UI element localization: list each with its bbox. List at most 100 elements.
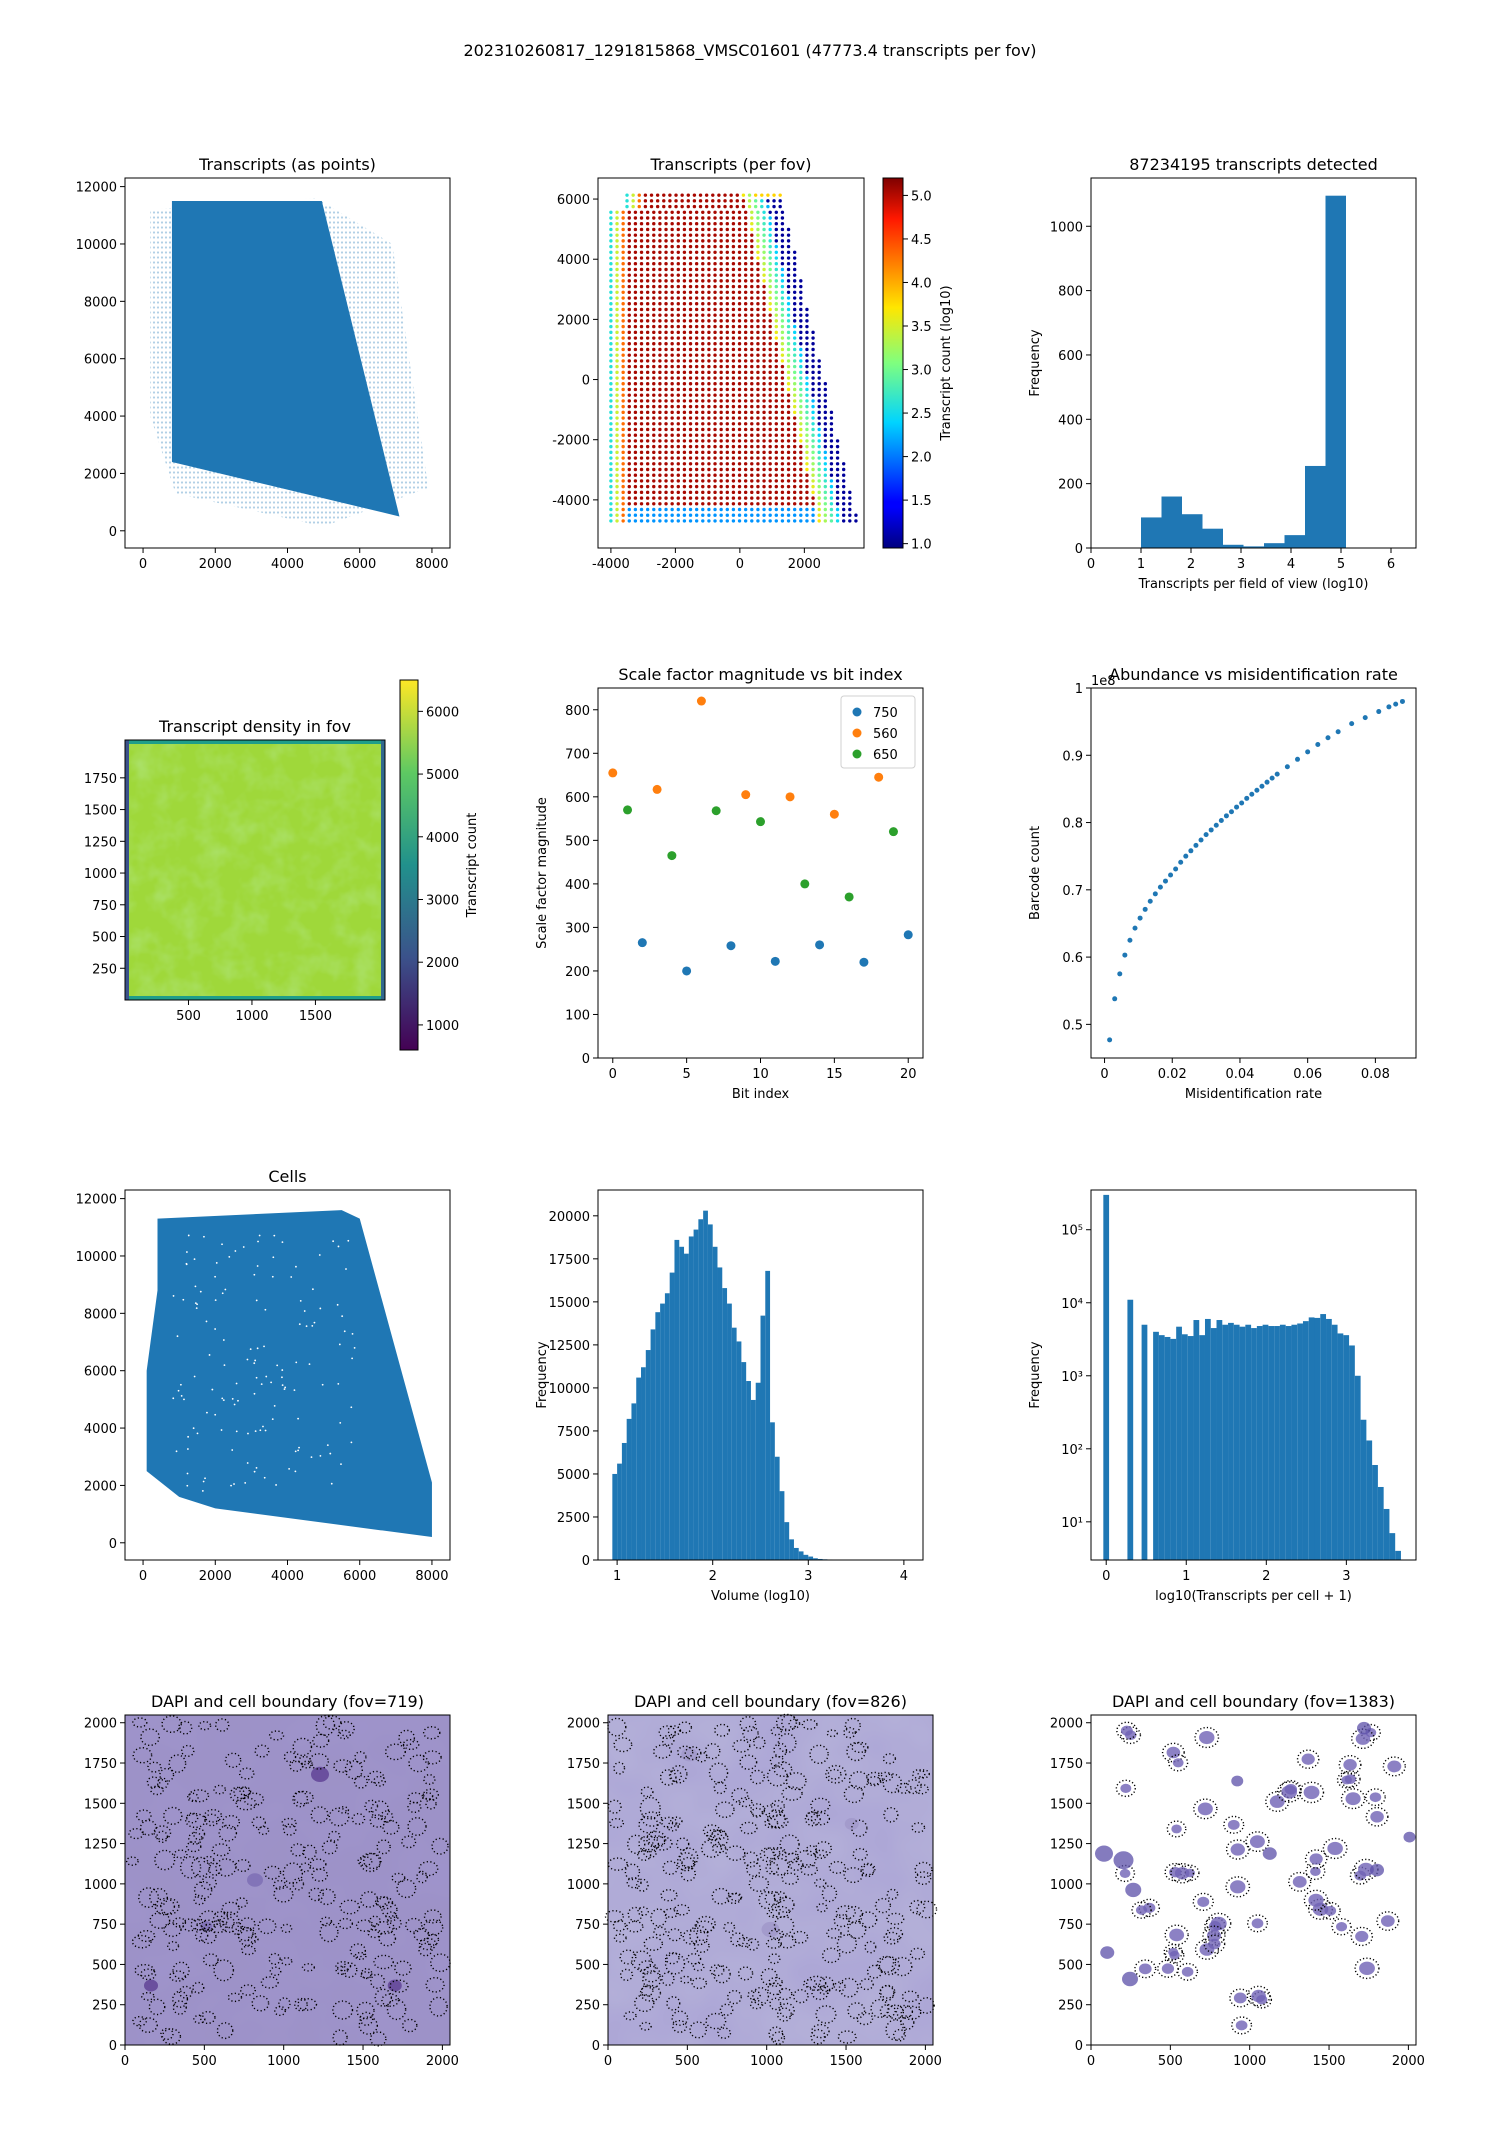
fov-point: [731, 330, 736, 335]
y-tick-label: 0: [109, 525, 117, 540]
cell-gap: [298, 1446, 300, 1449]
cell-boundary: [777, 1987, 793, 2001]
barcode-point: [1122, 952, 1128, 958]
fov-point: [805, 444, 809, 449]
fov-point: [676, 313, 680, 317]
y-tick-label: 0: [109, 1537, 117, 1552]
fov-point: [762, 319, 766, 323]
chart-title: Transcripts (as points): [198, 155, 376, 174]
fov-point: [609, 256, 613, 260]
fov-point: [707, 227, 711, 232]
fov-point: [633, 422, 638, 426]
fov-point: [805, 456, 809, 460]
fov-point: [652, 507, 656, 512]
fov-point: [762, 330, 766, 335]
fov-point: [805, 513, 809, 517]
cell-boundary: [373, 1954, 394, 1970]
x-tick-label: -2000: [656, 557, 694, 572]
fov-point: [621, 256, 625, 260]
fov-point: [780, 364, 785, 369]
fov-point: [701, 324, 705, 329]
fov-point: [780, 404, 785, 409]
fov-point: [817, 444, 821, 449]
fov-point: [756, 336, 760, 340]
fov-point: [627, 250, 631, 255]
fov-point: [694, 210, 699, 214]
y-tick-label: 400: [1058, 413, 1083, 428]
cell-boundary: [769, 1997, 782, 2011]
cell-boundary: [627, 1834, 646, 1855]
barcode-point: [1284, 764, 1290, 770]
fov-point: [774, 364, 779, 369]
cell-gap: [255, 1376, 258, 1379]
fov-point: [766, 193, 770, 197]
fov-point: [799, 410, 803, 415]
cell-boundary: [835, 1905, 856, 1920]
fov-point: [627, 222, 631, 226]
fov-point: [762, 387, 766, 392]
cell-boundary: [900, 2015, 915, 2030]
fov-point: [707, 427, 711, 432]
bar: [1158, 1335, 1165, 1560]
fov-point: [829, 450, 834, 455]
cell-boundary: [373, 1775, 386, 1787]
fov-point: [768, 507, 772, 512]
fov-point: [750, 416, 754, 420]
cell-boundary: [914, 1861, 933, 1879]
fov-point: [609, 450, 613, 455]
fov-point: [756, 382, 760, 386]
cell-boundary: [1134, 1959, 1157, 1979]
bar: [1383, 1508, 1390, 1560]
fov-point: [688, 382, 693, 386]
fov-point: [762, 473, 766, 477]
fov-point: [676, 484, 680, 489]
fov-point: [780, 507, 785, 512]
fov-point: [805, 404, 809, 409]
nucleus: [1230, 1843, 1245, 1856]
fov-point: [682, 353, 687, 357]
fov-point: [645, 519, 650, 523]
nucleus: [1100, 1946, 1115, 1959]
fov-point: [774, 244, 779, 249]
fov-point: [627, 307, 631, 312]
fov-point: [780, 467, 785, 472]
fov-point: [731, 519, 736, 523]
bar: [1245, 1324, 1252, 1560]
fov-point: [731, 484, 736, 489]
fov-point: [670, 244, 674, 249]
cell-boundary: [856, 2012, 874, 2026]
fov-point: [811, 399, 815, 403]
fov-point: [609, 324, 613, 329]
cell-boundary: [858, 1911, 878, 1929]
fov-point: [786, 519, 791, 523]
fov-point: [670, 279, 674, 283]
fov-point: [676, 399, 680, 403]
cell-boundary: [309, 1858, 327, 1870]
fov-point: [756, 502, 760, 506]
fov-point: [735, 204, 739, 209]
colorbar-tick-label: 6000: [426, 705, 459, 720]
fov-point: [762, 284, 766, 289]
fov-point: [649, 204, 654, 209]
fov-point: [627, 256, 631, 260]
cell-gap: [283, 1388, 286, 1390]
y-tick-label: 750: [92, 1918, 117, 1933]
fov-point: [670, 296, 674, 300]
cell-boundary: [367, 1770, 385, 1784]
cell-boundary: [391, 1872, 406, 1883]
fov-point: [664, 490, 668, 495]
fov-point: [774, 347, 779, 352]
fov-point: [731, 456, 736, 460]
chart-title: Cells: [268, 1167, 306, 1186]
fov-point: [719, 319, 723, 323]
cell-boundary: [193, 1894, 206, 1906]
fov-point: [682, 273, 687, 277]
fov-point: [704, 193, 709, 197]
fov-point: [633, 393, 638, 397]
fov-point: [829, 484, 834, 489]
colorbar-tick-label: 2.0: [911, 451, 932, 466]
cell-gap: [290, 1276, 293, 1278]
fov-point: [639, 473, 644, 477]
fov-point: [725, 484, 729, 489]
cell-gap: [256, 1265, 259, 1267]
